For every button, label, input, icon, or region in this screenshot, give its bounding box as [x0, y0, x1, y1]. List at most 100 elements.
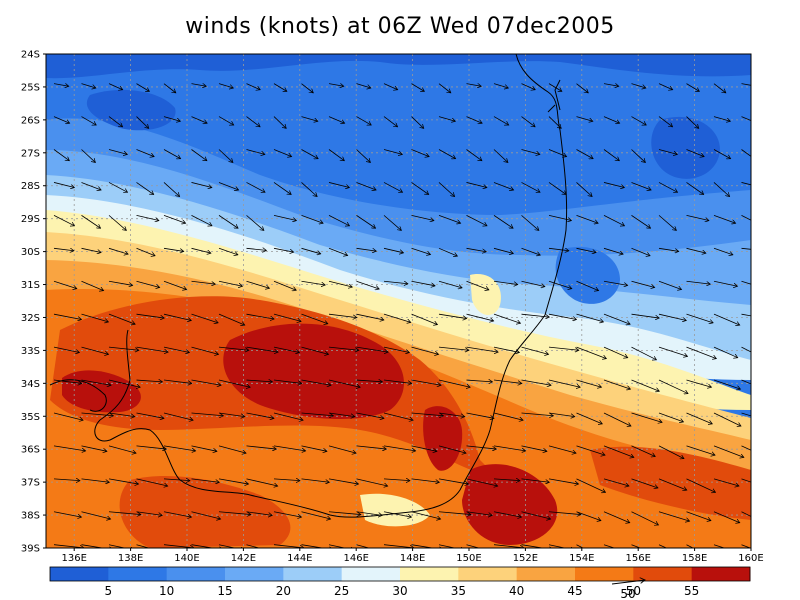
wind-arrow	[328, 182, 349, 187]
wind-arrow	[136, 149, 155, 157]
colorbar-swatch	[283, 567, 343, 581]
wind-arrow	[163, 247, 184, 251]
wind-arrow	[631, 182, 652, 190]
wind-arrow	[163, 346, 189, 352]
wind-arrow	[576, 412, 603, 424]
wind-arrow	[218, 215, 238, 228]
wind-arrow	[136, 412, 164, 418]
wind-arrow	[411, 313, 438, 324]
wind-arrow	[631, 379, 660, 391]
wind-arrow	[686, 412, 713, 424]
wind-speed-shading	[46, 54, 751, 548]
wind-arrow	[713, 116, 730, 122]
wind-arrow	[53, 412, 83, 420]
wind-arrow	[328, 511, 361, 515]
wind-arrow	[136, 182, 154, 194]
wind-arrow	[713, 544, 726, 548]
wind-arrow	[438, 280, 462, 288]
wind-arrow	[548, 412, 575, 417]
colorbar-label: 10	[159, 584, 174, 598]
wind-arrow	[273, 83, 287, 92]
wind-arrow	[246, 149, 265, 155]
wind-arrow	[53, 280, 77, 288]
wind-arrow	[218, 445, 246, 453]
wind-arrow	[466, 84, 482, 87]
wind-arrow	[218, 182, 239, 190]
wind-arrow	[713, 412, 741, 426]
wind-vectors	[53, 83, 751, 548]
wind-arrow	[493, 247, 513, 253]
wind-arrow	[328, 149, 344, 161]
wind-arrow	[576, 478, 606, 493]
wind-arrow	[411, 280, 436, 286]
wind-arrow	[438, 412, 465, 417]
wind-arrow	[521, 379, 552, 385]
wind-arrow	[631, 215, 651, 228]
wind-arrow	[218, 247, 238, 255]
wind-arrow	[81, 379, 112, 385]
latitude-labels: 24S 25S 26S 27S 28S 29S 30S 31S 32S 33S 34S 35S 36S 3…	[21, 50, 46, 555]
wind-arrow	[218, 478, 249, 484]
wind-arrow	[108, 313, 135, 324]
wind-arrow	[411, 149, 430, 157]
colorbar-swatch	[108, 567, 168, 581]
wind-arrow	[108, 445, 136, 453]
wind-arrow	[438, 182, 455, 196]
wind-arrow	[438, 346, 469, 350]
wind-arrow	[603, 544, 616, 548]
wind-arrow	[658, 412, 683, 422]
wind-arrow	[383, 412, 413, 420]
wind-arrow	[301, 313, 328, 324]
wind-arrow	[163, 214, 186, 223]
wind-arrow	[713, 445, 744, 457]
wind-arrow	[493, 445, 526, 451]
wind-arrow	[411, 247, 431, 254]
wind-arrow	[576, 247, 597, 252]
wind-arrow	[163, 544, 194, 548]
wind-arrow	[301, 116, 318, 122]
wind-arrow	[466, 149, 482, 161]
wind-arrow	[631, 445, 656, 457]
wind-arrow	[301, 149, 319, 159]
wind-arrow	[603, 247, 623, 254]
wind-arrow	[631, 313, 660, 318]
wind-arrow	[273, 280, 296, 290]
colorbar-label: 15	[217, 584, 232, 598]
wind-arrow	[328, 412, 355, 417]
wind-arrow	[438, 214, 461, 223]
colorbar-swatch	[400, 567, 459, 581]
wind-arrow	[438, 149, 456, 159]
wind-arrow	[741, 149, 751, 157]
wind-arrow	[493, 182, 514, 190]
wind-arrow	[576, 544, 584, 548]
wind-arrow	[81, 445, 107, 451]
wind-arrow	[81, 412, 114, 416]
lat-label: 38S	[21, 511, 40, 522]
wind-arrow	[328, 280, 352, 287]
wind-arrow	[411, 346, 439, 354]
lat-label: 32S	[21, 313, 40, 324]
lon-label: 136E	[61, 553, 86, 564]
wind-arrow	[273, 412, 303, 420]
wind-arrow	[686, 313, 714, 323]
wind-arrow	[658, 247, 679, 251]
wind-arrow	[741, 544, 751, 548]
wind-arrow	[411, 412, 444, 416]
wind-arrow	[273, 214, 296, 220]
wind-arrow	[713, 379, 740, 389]
wind-arrow	[658, 116, 673, 127]
wind-arrow	[521, 412, 554, 416]
wind-arrow	[713, 280, 737, 286]
wind-arrow	[658, 379, 688, 394]
wind-arrow	[686, 445, 716, 455]
colorbar-label: 20	[276, 584, 291, 598]
wind-arrow	[163, 182, 180, 196]
wind-arrow	[108, 379, 140, 387]
wind-arrow	[658, 511, 690, 521]
wind-arrow	[163, 280, 187, 289]
wind-arrow	[108, 182, 128, 192]
lon-label: 144E	[287, 553, 312, 564]
wind-arrow	[163, 379, 192, 383]
wind-arrow	[521, 247, 541, 255]
wind-arrow	[521, 280, 545, 286]
